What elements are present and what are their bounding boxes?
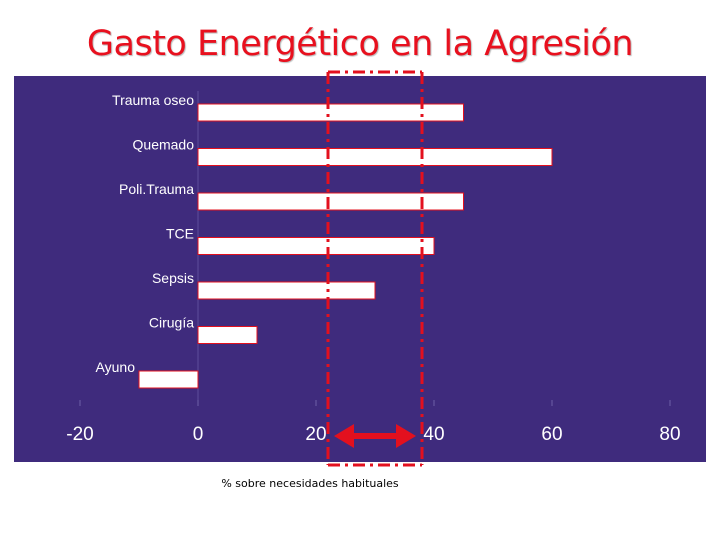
x-tick-label: 60 [541,424,562,445]
category-label: TCE [166,226,194,242]
category-label: Quemado [133,137,195,153]
category-label: Ayuno [96,359,136,375]
category-label: Cirugía [149,315,194,331]
x-axis-label: % sobre necesidades habituales [221,477,399,490]
x-tick-labels: -20 0 20 40 60 80 [66,400,681,445]
bar-5 [197,326,258,344]
bar-1 [197,148,553,166]
x-tick-label: 40 [423,424,444,445]
bar-3 [197,237,435,255]
category-label: Poli.Trauma [119,181,194,197]
bar-4 [197,281,376,300]
range-arrow-head-left [334,424,354,448]
x-tick-label: -20 [66,424,93,445]
bar-0 [197,103,464,122]
bar-6 [138,370,199,389]
category-label: Sepsis [152,270,194,286]
category-labels: Trauma oseo Quemado Poli.Trauma TCE Sepsis Ci… [96,92,195,375]
category-label: Trauma oseo [112,92,194,108]
x-tick-label: 20 [305,424,326,445]
plot-background [14,76,706,462]
slide-title: Gasto Energético en la Agresión [86,24,634,64]
highlight-range [326,70,424,467]
x-tick-label: 80 [659,424,680,445]
range-arrow-head-right [396,424,416,448]
bar-2 [197,192,464,211]
bars-layer [138,103,553,389]
x-tick-label: 0 [193,424,204,445]
